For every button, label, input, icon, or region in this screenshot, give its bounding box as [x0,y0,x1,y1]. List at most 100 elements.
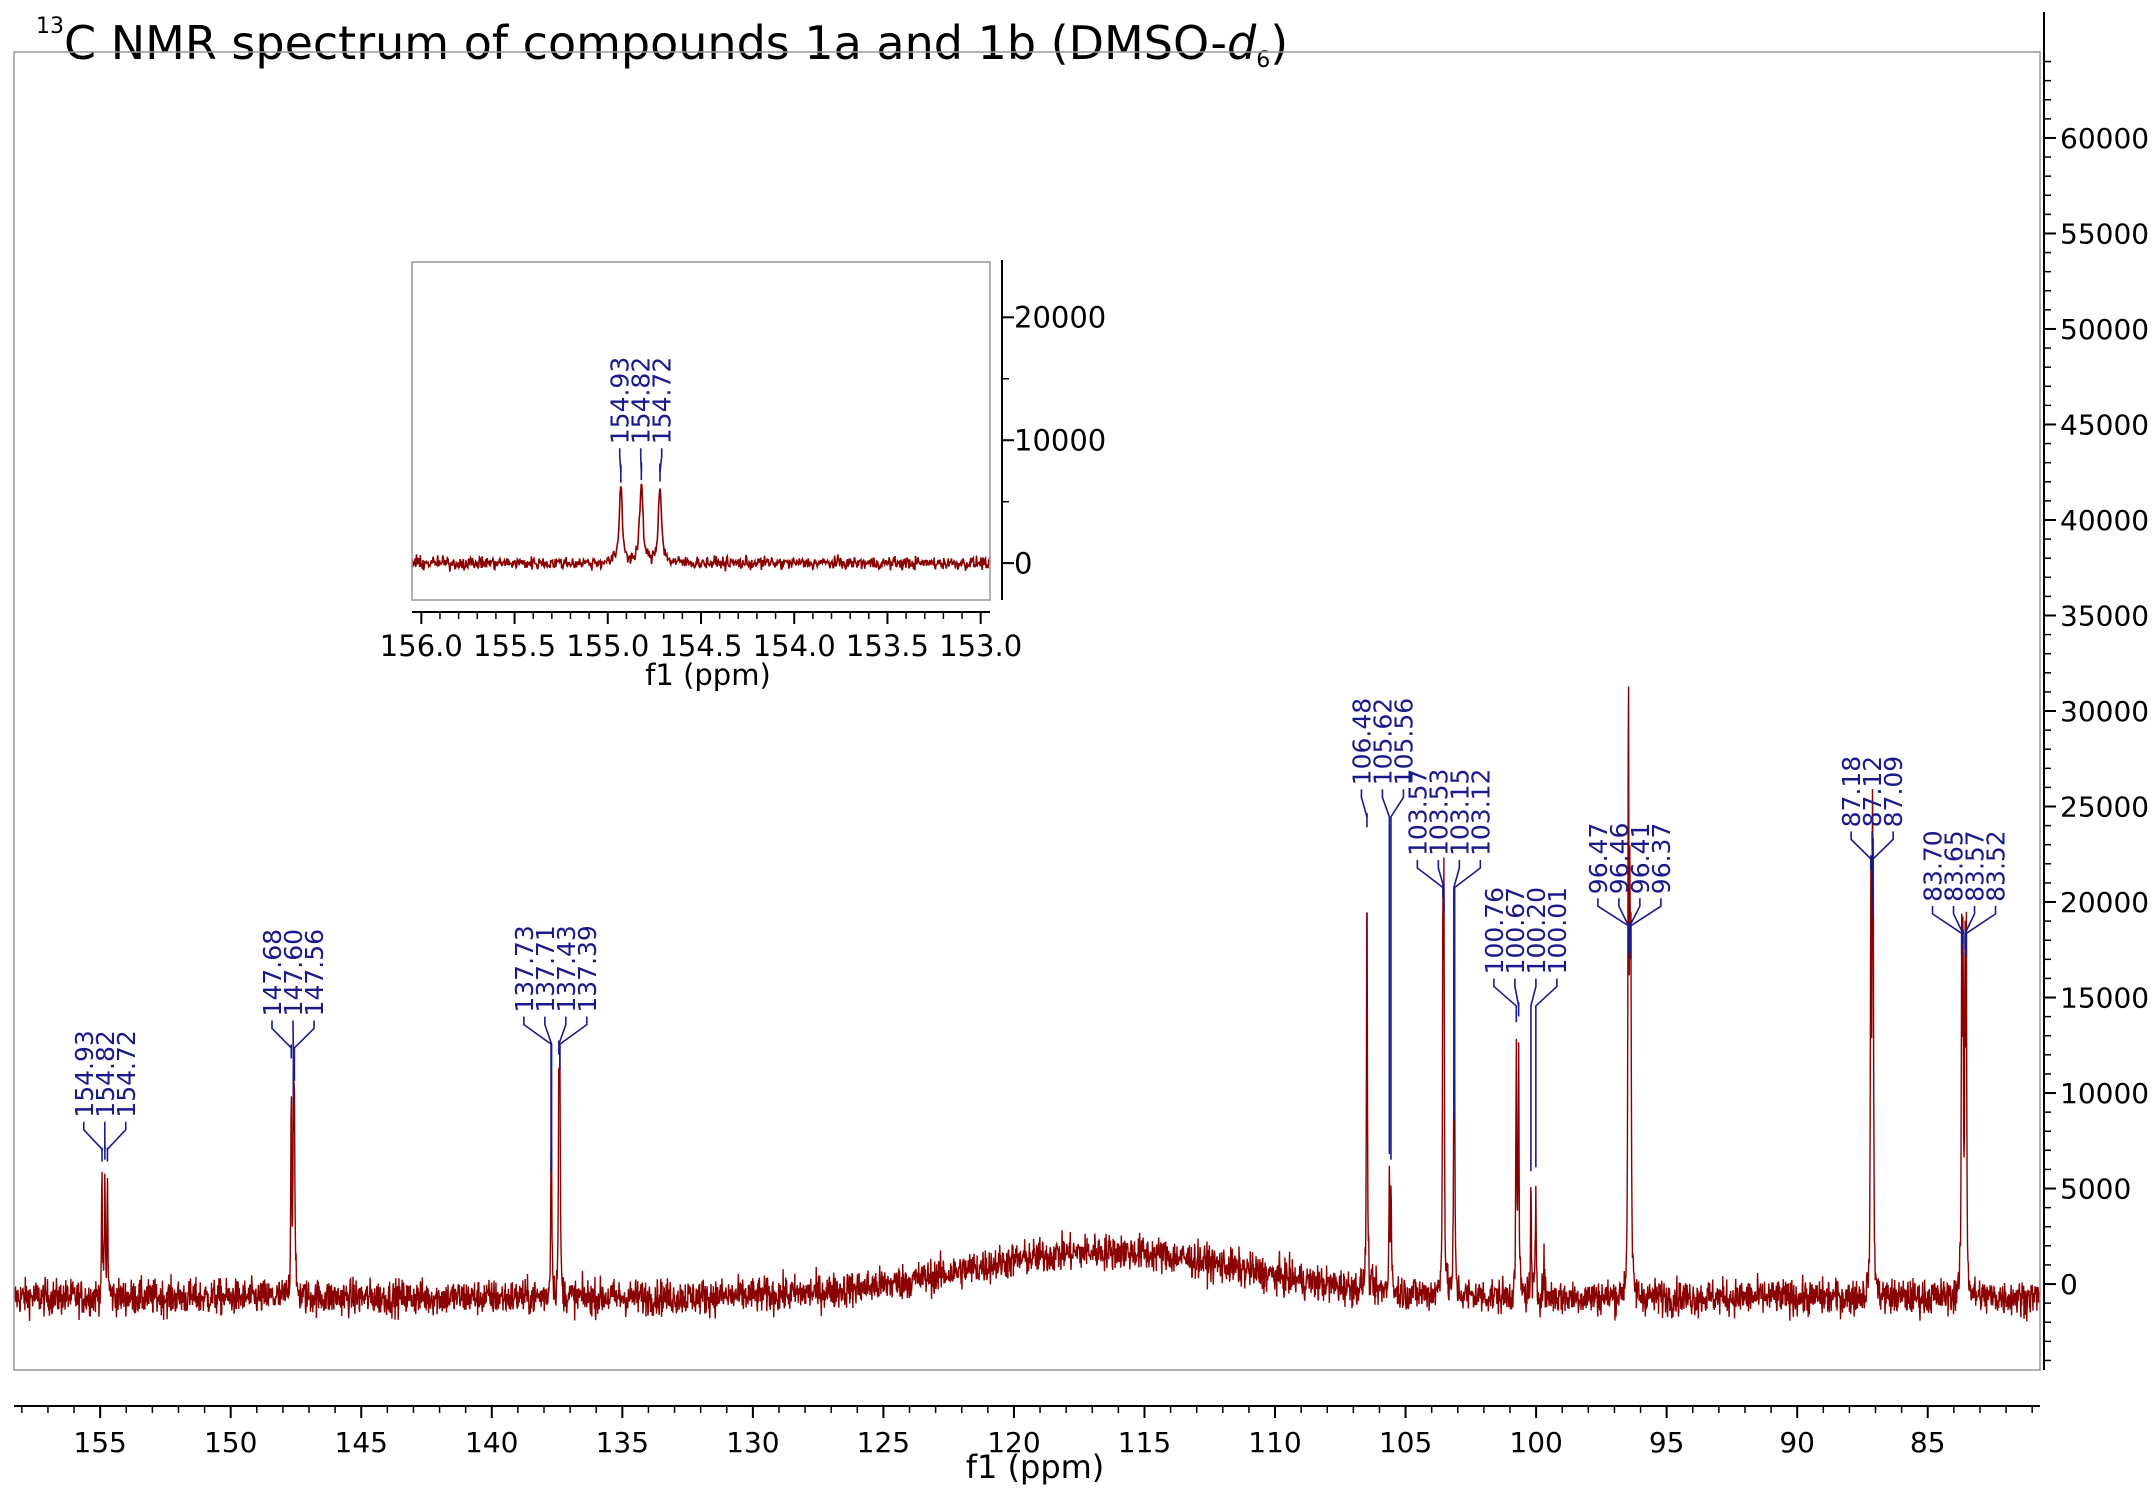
main-peak-label: 83.70 [1919,830,1948,902]
title-close-paren: ) [1270,16,1289,70]
main-plot-frame [13,51,2041,1371]
main-peak-label: 154.72 [112,1030,141,1117]
title-subscript: 6 [1256,48,1271,73]
main-peak-connector [1360,789,1368,818]
main-peak-label: 103.15 [1445,769,1474,856]
main-peak-connector [82,1121,103,1152]
main-peak-connector [1629,898,1641,927]
inset-spectrum-line [411,483,991,572]
main-y-tick-label: 60000 [2060,122,2149,155]
inset-y-tick-label: 20000 [1014,300,1106,334]
inset-peak-label: 154.93 [606,357,635,444]
inset-x-tick-label: 154.0 [753,629,836,663]
main-peak-label: 154.82 [91,1030,120,1117]
main-y-tick-label: 30000 [2060,695,2149,728]
main-x-tick-label: 135 [596,1426,649,1459]
main-peak-connector [1952,905,1964,934]
inset-x-tick-label: 155.5 [473,629,556,663]
main-peak-label: 96.41 [1626,823,1655,895]
main-peak-connector [1872,831,1894,904]
main-peak-label: 103.12 [1466,769,1495,856]
chart-title: 13C NMR spectrum of compounds 1a and 1b … [36,14,1288,73]
title-superscript: 13 [36,14,64,39]
main-y-tick-label: 50000 [2060,313,2149,346]
main-peak-connector [1618,898,1630,938]
main-peak-label: 137.43 [552,925,581,1012]
main-peak-connector [523,1016,552,1160]
main-peak-label: 83.65 [1940,830,1969,902]
main-x-tick-label: 120 [987,1426,1040,1459]
inset-x-tick-label: 153.0 [939,629,1022,663]
main-peak-connector [1965,905,1997,944]
main-peak-connector [1535,978,1558,1154]
main-peak-connector [558,1016,567,1045]
title-italic-d: d [1227,16,1257,70]
main-x-tick-label: 85 [1910,1426,1946,1459]
main-peak-connector [1453,860,1482,1106]
main-peak-label: 96.47 [1584,823,1613,895]
main-plot: 155 150 145 140 135 130 125 120 115 110 105 100 95 90… [13,12,2149,1459]
main-y-tick-label: 15000 [2060,981,2149,1014]
inset-plot-frame [411,261,991,601]
main-x-tick-label: 105 [1379,1426,1432,1459]
main-peak-connector [293,1020,315,1068]
main-peak-label: 147.68 [258,929,287,1016]
main-x-tick-label: 115 [1118,1426,1171,1459]
inset-x-tick-label: 155.0 [566,629,649,663]
main-x-tick-label: 130 [726,1426,779,1459]
main-peak-label: 147.56 [300,929,329,1016]
inset-peak-connector [639,448,643,472]
main-peak-connector [544,1016,553,1156]
main-peak-connector [1493,978,1518,1009]
main-y-tick-label: 0 [2060,1268,2078,1301]
main-x-axis-label: f1 (ppm) [966,1448,1105,1486]
inset-x-axis-label: f1 (ppm) [645,658,771,692]
main-peak-label: 137.39 [573,925,602,1012]
inset-peak-connector [618,448,622,472]
main-peak-connector [1390,789,1405,1146]
main-x-tick-label: 100 [1509,1426,1562,1459]
main-y-tick-label: 40000 [2060,504,2149,537]
inset-x-tick-label: 156.0 [380,629,463,663]
main-x-tick-label: 140 [465,1426,518,1459]
main-peak-label: 105.62 [1368,698,1397,785]
main-x-tick-label: 125 [857,1426,910,1459]
main-peak-label: 154.93 [70,1030,99,1117]
inset-plot: 156.0 155.5 155.0 154.5 154.0 153.5 153.0 0 1000… [380,260,1106,663]
main-peak-label: 137.73 [510,925,539,1012]
main-peak-label: 96.46 [1605,823,1634,895]
main-x-tick-label: 145 [335,1426,388,1459]
main-peak-label: 87.09 [1879,756,1908,828]
main-peak-label: 137.71 [531,925,560,1012]
main-peak-connector [1850,831,1872,861]
inset-peak-connector [659,448,663,472]
main-peak-connector [1597,898,1630,930]
main-peak-label: 100.76 [1480,887,1509,974]
main-peak-connector [1931,905,1963,942]
main-y-tick-label: 5000 [2060,1172,2131,1205]
main-peak-connector [559,1016,588,1056]
inset-y-tick-label: 10000 [1014,423,1106,457]
main-peak-connector [106,1121,127,1152]
inset-peak-label: 154.72 [648,357,677,444]
main-peak-connector [1630,898,1662,946]
main-y-tick-label: 20000 [2060,886,2149,919]
main-peak-connector [1964,905,1976,936]
main-peak-connector [1530,978,1537,1158]
main-y-tick-label: 25000 [2060,790,2149,823]
main-y-tick-label: 10000 [2060,1077,2149,1110]
title-main-text: C NMR spectrum of compounds 1a and 1b (D… [64,16,1228,70]
main-x-tick-label: 95 [1649,1426,1685,1459]
main-peak-connector [1437,860,1445,900]
main-spectrum-line [13,686,2041,1322]
main-peak-label: 103.53 [1424,769,1453,856]
main-peak-label: 83.52 [1982,830,2011,902]
main-peak-label: 87.12 [1858,756,1887,828]
main-y-tick-label: 45000 [2060,408,2149,441]
main-peak-label: 106.48 [1347,698,1376,785]
main-peak-label: 147.60 [279,929,308,1016]
main-peak-label: 96.37 [1647,823,1676,895]
main-x-tick-label: 110 [1248,1426,1301,1459]
main-peak-label: 100.67 [1501,887,1530,974]
